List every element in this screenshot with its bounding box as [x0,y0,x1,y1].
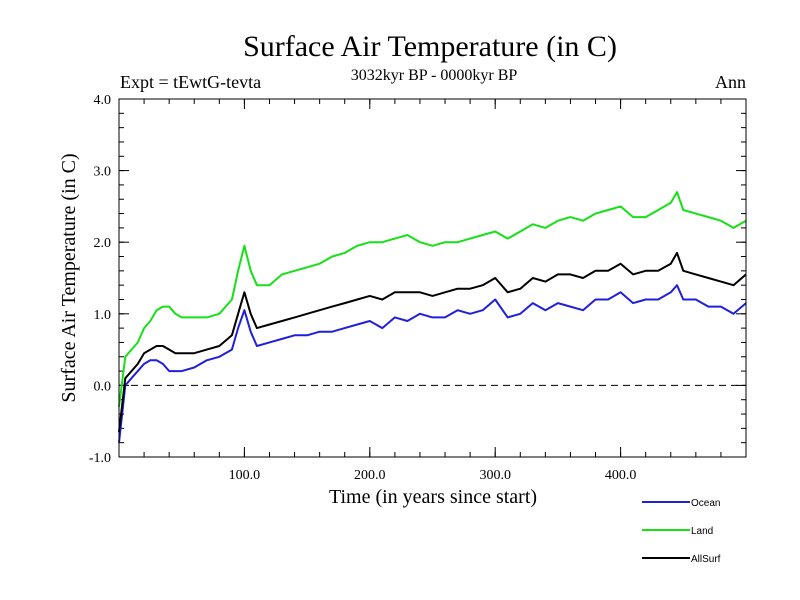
y-tick-label: 4.0 [94,93,112,108]
chart-title: Surface Air Temperature (in C) [243,30,617,63]
axis-ticks [119,98,746,458]
plot-frame [118,98,747,458]
series-lines [118,191,747,443]
legend-label-allsurf: AllSurf [691,554,721,565]
season-label: Ann [715,72,746,92]
legend-label-land: Land [691,526,713,537]
x-tick-label: 300.0 [479,468,511,483]
x-tick-label: 100.0 [229,468,261,483]
legend-label-ocean: Ocean [691,498,720,509]
chart-subtitle: 3032kyr BP - 0000kyr BP [351,67,518,84]
tick-labels: 100.0 200.0 300.0 400.0 -1.0 0.0 1.0 2.0 3.0 4.0 [89,93,637,483]
series-line-allsurf [118,251,747,433]
y-tick-label: -1.0 [89,451,111,466]
y-tick-label: 3.0 [94,165,112,180]
y-tick-label: 2.0 [94,236,112,251]
x-axis-label: Time (in years since start) [329,486,537,508]
y-axis-label: Surface Air Temperature (in C) [58,153,80,402]
legend: Ocean Land AllSurf [642,498,721,565]
x-tick-label: 400.0 [605,468,637,483]
y-tick-label: 0.0 [94,379,112,394]
series-line-ocean [118,284,747,443]
series-line-land [118,191,747,408]
x-tick-label: 200.0 [354,468,386,483]
experiment-label: Expt = tEwtG-tevta [120,72,261,92]
y-tick-label: 1.0 [94,308,112,323]
